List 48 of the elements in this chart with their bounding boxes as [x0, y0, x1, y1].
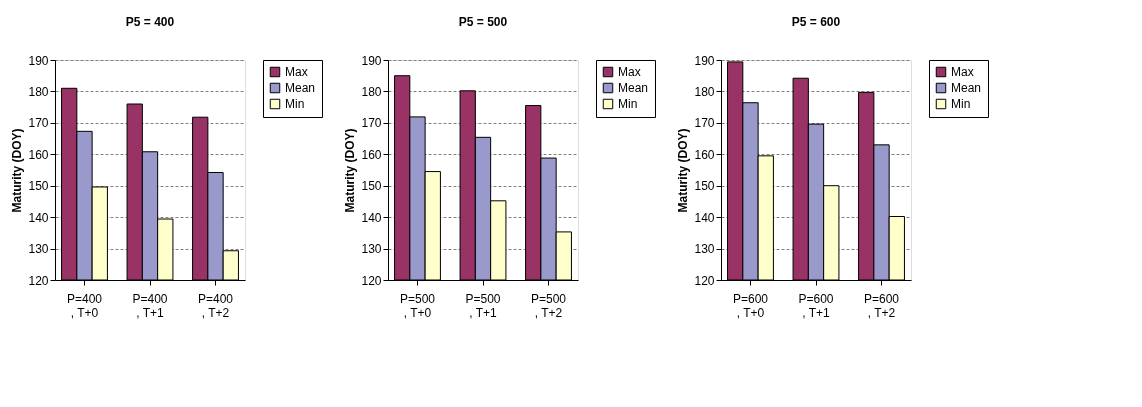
y-tick-label: 150 — [361, 179, 382, 194]
y-tick-label: 160 — [694, 147, 715, 162]
y-tick-label: 120 — [28, 273, 49, 288]
y-axis-title: Maturity (DOY) — [343, 128, 358, 213]
legend-label: Min — [951, 97, 971, 111]
x-tick-label: P=500 , T+1 — [465, 291, 501, 320]
y-tick-label: 160 — [361, 147, 382, 162]
legend-label: Mean — [285, 81, 316, 95]
y-tick-label: 130 — [361, 242, 382, 257]
chart-title: P5 = 600 — [791, 15, 841, 29]
y-tick-label: 190 — [361, 53, 382, 68]
y-tick-label: 180 — [361, 84, 382, 99]
x-tick-label: P=500 , T+2 — [530, 291, 567, 320]
y-tick-label: 140 — [694, 210, 715, 225]
y-tick-label: 120 — [361, 273, 382, 288]
y-tick-label: 150 — [28, 179, 49, 194]
x-tick-label: P=500 , T+0 — [399, 291, 436, 320]
chart-title: P5 = 500 — [458, 15, 508, 29]
y-tick-label: 180 — [694, 84, 715, 99]
y-tick-label: 180 — [28, 84, 49, 99]
legend-label: Mean — [618, 81, 649, 95]
y-tick-label: 170 — [694, 116, 715, 131]
y-tick-label: 190 — [694, 53, 715, 68]
y-tick-label: 170 — [28, 116, 49, 131]
legend-label: Min — [285, 97, 305, 111]
y-tick-label: 140 — [28, 210, 49, 225]
x-tick-label: P=600 , T+0 — [732, 291, 769, 320]
x-tick-label: P=400 , T+0 — [66, 291, 103, 320]
y-tick-label: 140 — [361, 210, 382, 225]
x-tick-label: P=400 , T+1 — [132, 291, 168, 320]
legend-label: Min — [618, 97, 638, 111]
legend-label: Max — [618, 65, 641, 79]
legend-label: Max — [951, 65, 974, 79]
legend-label: Max — [285, 65, 308, 79]
y-axis-title: Maturity (DOY) — [10, 128, 25, 213]
y-tick-label: 120 — [694, 273, 715, 288]
y-tick-label: 190 — [28, 53, 49, 68]
x-tick-label: P=400 , T+2 — [197, 291, 234, 320]
x-tick-label: P=600 , T+2 — [863, 291, 900, 320]
y-tick-label: 130 — [28, 242, 49, 257]
legend-label: Mean — [951, 81, 982, 95]
y-tick-label: 130 — [694, 242, 715, 257]
chart-title: P5 = 400 — [125, 15, 175, 29]
y-axis-title: Maturity (DOY) — [676, 128, 691, 213]
x-tick-label: P=600 , T+1 — [798, 291, 834, 320]
y-tick-label: 170 — [361, 116, 382, 131]
y-tick-label: 150 — [694, 179, 715, 194]
y-tick-label: 160 — [28, 147, 49, 162]
